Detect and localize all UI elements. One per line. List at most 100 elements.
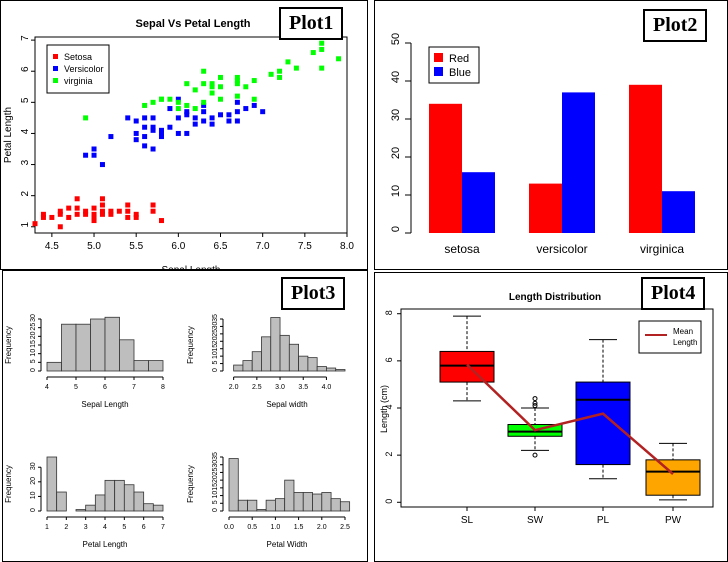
- x-tick-label: 4: [45, 384, 49, 391]
- data-point: [251, 96, 257, 102]
- histogram-bar: [56, 491, 67, 512]
- histogram-bar: [321, 492, 332, 512]
- y-tick-label: 0: [212, 368, 219, 372]
- data-point: [226, 112, 232, 118]
- x-tick-label: 7.5: [298, 241, 312, 252]
- plot1-scatter-chart: Sepal Vs Petal Length 4.5 5.0 5.5 6.0 6.5 7.0 7…: [3, 18, 354, 269]
- x-tick-label: 6.0: [171, 241, 185, 252]
- data-point: [150, 208, 156, 214]
- x-category-label: SL: [461, 515, 474, 526]
- data-point: [209, 81, 215, 87]
- histogram-bar: [298, 355, 309, 372]
- y-tick-label: 30: [30, 314, 37, 322]
- data-point: [158, 96, 164, 102]
- y-tick-label: 0: [212, 508, 219, 512]
- y-tick-label: 2: [20, 190, 31, 196]
- x-tick-label: 2.5: [340, 524, 350, 531]
- outlier-point: [532, 452, 538, 458]
- histogram-bar: [307, 357, 318, 372]
- data-point: [234, 78, 240, 84]
- histogram-bar: [123, 484, 135, 512]
- bar: [562, 92, 595, 234]
- legend-label: Setosa: [64, 52, 92, 62]
- mean-length-line: [466, 363, 674, 475]
- y-tick-label: 6: [384, 357, 394, 362]
- data-point: [243, 106, 249, 112]
- data-point: [83, 211, 89, 217]
- legend-swatch: [53, 78, 58, 83]
- data-point: [150, 127, 156, 133]
- histogram-bar: [256, 509, 267, 512]
- plot2-bar-chart: 0 10 20 30 40 50 setosa versicolor virginica Red B…: [390, 33, 695, 256]
- histogram-bar: [114, 479, 125, 512]
- y-tick-label: 30: [30, 462, 37, 470]
- data-point: [175, 96, 181, 102]
- data-point: [192, 87, 198, 93]
- data-point: [251, 78, 257, 84]
- x-tick-label: 5: [122, 524, 126, 531]
- histogram-bar: [46, 361, 62, 372]
- x-tick-label: 7: [132, 384, 136, 391]
- data-point: [234, 74, 240, 80]
- histogram-bar: [104, 479, 116, 512]
- data-point: [158, 134, 164, 140]
- bar: [662, 191, 695, 233]
- y-tick-label: 30: [212, 460, 219, 468]
- y-axis-label: Frequency: [4, 465, 13, 503]
- data-point: [158, 130, 164, 136]
- y-tick-label: 25: [212, 467, 219, 475]
- x-tick-label: 3.5: [298, 384, 308, 391]
- data-point: [285, 59, 291, 65]
- plot1-badge: Plot1: [279, 7, 344, 40]
- data-point: [209, 121, 215, 127]
- data-point: [150, 124, 156, 130]
- histogram-bar: [133, 360, 149, 372]
- data-point: [277, 68, 283, 74]
- data-point: [57, 224, 63, 230]
- legend-label-line2: Length: [673, 338, 697, 347]
- y-tick-label: 4: [384, 404, 394, 409]
- x-tick-label: 7: [161, 524, 165, 531]
- data-point: [201, 68, 207, 74]
- data-point: [40, 211, 46, 217]
- data-point: [99, 202, 105, 208]
- x-category-label: versicolor: [536, 242, 587, 256]
- y-tick-label: 0: [384, 499, 394, 504]
- box: [575, 381, 631, 466]
- y-tick-label: 30: [390, 109, 402, 121]
- outlier-point: [532, 400, 538, 406]
- y-tick-label: 5: [212, 361, 219, 365]
- histogram-bar: [316, 366, 327, 372]
- y-tick-label: 40: [390, 71, 402, 83]
- data-point: [218, 96, 224, 102]
- y-tick-label: 7: [20, 35, 31, 41]
- data-point: [268, 71, 274, 77]
- histogram-bar: [148, 360, 164, 372]
- histogram-bar: [284, 479, 295, 512]
- data-point: [201, 109, 207, 115]
- legend-box: [638, 320, 702, 354]
- data-point: [209, 90, 215, 96]
- histogram-bar: [233, 364, 244, 372]
- data-point: [125, 208, 131, 214]
- data-point: [319, 40, 325, 46]
- y-tick-label: 0: [390, 226, 402, 232]
- y-axis-label: Petal Length: [3, 107, 14, 163]
- data-point: [74, 211, 80, 217]
- y-axis-label: Frequency: [186, 465, 195, 503]
- data-point: [133, 211, 139, 217]
- x-tick-label: 1.5: [294, 524, 304, 531]
- legend-swatch: [434, 67, 443, 76]
- x-tick-label: 5: [74, 384, 78, 391]
- y-tick-label: 5: [30, 359, 37, 363]
- data-point: [218, 112, 224, 118]
- data-point: [192, 106, 198, 112]
- data-point: [108, 134, 114, 140]
- data-point: [133, 214, 139, 220]
- histogram-bar: [152, 504, 164, 512]
- x-category-label: PL: [597, 515, 610, 526]
- y-tick-label: 50: [390, 33, 402, 45]
- y-tick-label: 15: [30, 340, 37, 348]
- data-point: [184, 109, 190, 115]
